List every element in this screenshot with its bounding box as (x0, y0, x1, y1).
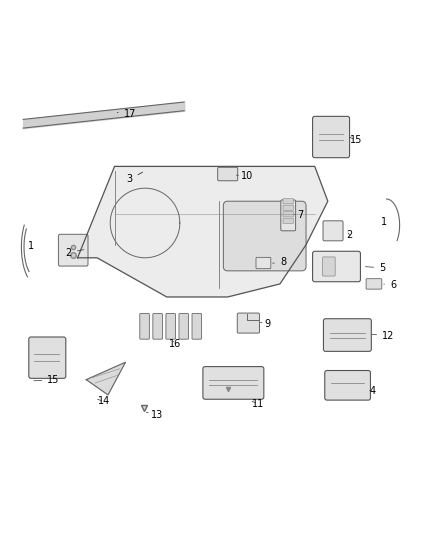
Text: 15: 15 (350, 135, 362, 146)
FancyBboxPatch shape (313, 251, 360, 282)
Text: 3: 3 (127, 172, 143, 184)
FancyBboxPatch shape (256, 257, 271, 269)
FancyBboxPatch shape (166, 313, 176, 339)
Text: 1: 1 (381, 217, 388, 227)
Text: 13: 13 (146, 410, 163, 421)
FancyBboxPatch shape (322, 257, 335, 276)
Text: 6: 6 (384, 280, 396, 290)
FancyBboxPatch shape (203, 367, 264, 399)
FancyBboxPatch shape (366, 279, 382, 289)
Text: 7: 7 (294, 210, 304, 220)
Polygon shape (78, 166, 328, 297)
FancyBboxPatch shape (283, 199, 293, 204)
FancyBboxPatch shape (29, 337, 66, 378)
Text: 10: 10 (237, 172, 254, 181)
FancyBboxPatch shape (325, 370, 371, 400)
Text: 15: 15 (34, 375, 60, 385)
Text: 5: 5 (365, 263, 385, 273)
Text: 16: 16 (170, 339, 182, 349)
FancyBboxPatch shape (140, 313, 149, 339)
FancyBboxPatch shape (281, 200, 296, 231)
Text: 12: 12 (372, 331, 395, 341)
FancyBboxPatch shape (192, 313, 201, 339)
Text: 8: 8 (273, 257, 286, 267)
FancyBboxPatch shape (223, 201, 306, 271)
FancyBboxPatch shape (237, 313, 259, 333)
Text: 14: 14 (98, 397, 110, 407)
Text: 11: 11 (252, 399, 264, 409)
Text: 9: 9 (260, 319, 271, 329)
Text: 1: 1 (28, 240, 34, 251)
FancyBboxPatch shape (323, 221, 343, 241)
FancyBboxPatch shape (153, 313, 162, 339)
FancyBboxPatch shape (283, 205, 293, 211)
FancyBboxPatch shape (58, 235, 88, 266)
Text: 2: 2 (346, 230, 353, 240)
FancyBboxPatch shape (323, 319, 371, 351)
FancyBboxPatch shape (179, 313, 188, 339)
FancyBboxPatch shape (283, 218, 293, 223)
Text: 2: 2 (66, 247, 84, 257)
Text: 4: 4 (369, 386, 375, 397)
Text: 17: 17 (117, 109, 136, 119)
FancyBboxPatch shape (218, 167, 238, 181)
Polygon shape (86, 362, 125, 395)
FancyBboxPatch shape (283, 212, 293, 217)
FancyBboxPatch shape (313, 116, 350, 158)
